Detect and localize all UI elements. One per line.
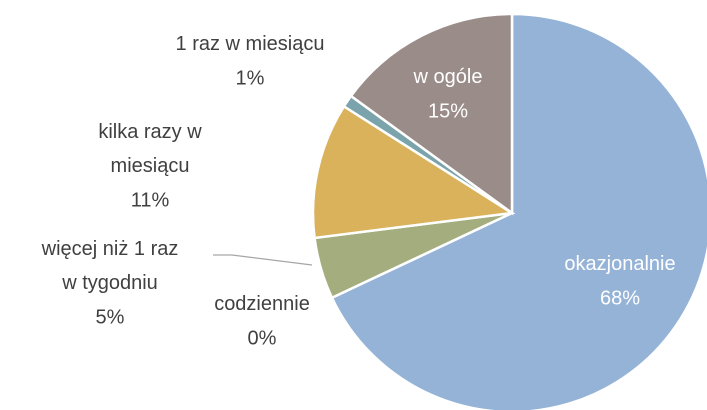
value-label: 68%: [600, 287, 640, 309]
category-label: kilka razy w miesiącu: [98, 121, 202, 177]
pie-slice: [349, 12, 514, 216]
category-label: w ogóle: [413, 66, 483, 88]
pie-slice: [311, 104, 516, 240]
value-label: 11%: [131, 189, 170, 211]
value-label: 1%: [236, 67, 265, 89]
category-label: więcej niż 1 raz w tygodniu: [41, 238, 179, 294]
value-label: 5%: [96, 306, 125, 328]
value-label: 15%: [428, 100, 468, 122]
category-label: codziennie: [214, 293, 310, 315]
value-label: 0%: [248, 327, 277, 349]
pie-slice: [330, 12, 707, 410]
category-label: 1 raz w miesiącu: [176, 33, 325, 55]
category-label: okazjonalnie: [564, 253, 675, 275]
leader-line: [213, 254, 313, 266]
